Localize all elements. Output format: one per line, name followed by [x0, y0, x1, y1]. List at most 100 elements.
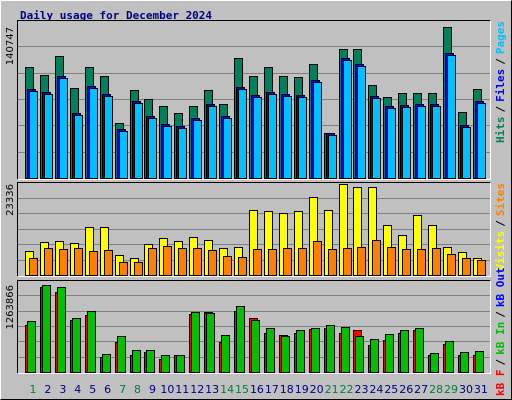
bar	[238, 89, 247, 179]
bar	[89, 251, 98, 276]
legend-separator: /	[494, 106, 507, 113]
x-tick-label: 1	[30, 383, 37, 396]
legend-entry: Hits	[494, 117, 507, 144]
x-tick-label: 30	[459, 383, 473, 396]
legend-entry: kB Out	[494, 267, 507, 307]
bar	[178, 128, 187, 179]
bar	[343, 60, 352, 179]
bar	[462, 258, 471, 276]
bar	[281, 336, 290, 373]
x-tick-label: 13	[205, 383, 219, 396]
x-tick-label: 16	[250, 383, 264, 396]
legend-entry: Files	[494, 69, 507, 102]
x-tick-label: 7	[119, 383, 126, 396]
bar	[104, 96, 113, 179]
bar	[119, 262, 128, 276]
bar	[206, 313, 215, 373]
x-tick-label: 15	[235, 383, 249, 396]
bar	[161, 355, 170, 373]
bar	[372, 240, 381, 276]
x-tick-label: 21	[325, 383, 339, 396]
x-tick-label: 19	[295, 383, 309, 396]
legend-entry: kB F	[494, 370, 507, 397]
bar	[253, 249, 262, 276]
bar	[89, 88, 98, 179]
bar	[148, 248, 157, 276]
frame	[17, 182, 491, 277]
bar	[268, 94, 277, 179]
x-tick-label: 18	[280, 383, 294, 396]
chart-title: Daily usage for December 2024	[20, 9, 212, 22]
bar	[283, 248, 292, 276]
y-tick-label: 140747	[5, 27, 16, 65]
bar	[208, 106, 217, 179]
legend-entry: Sites	[494, 183, 507, 216]
bar	[311, 328, 320, 373]
bar	[59, 78, 68, 179]
bar	[417, 249, 426, 276]
x-tick-label: 27	[414, 383, 428, 396]
bar	[475, 351, 484, 373]
y-tick-label: 1263866	[5, 285, 16, 330]
bar	[402, 249, 411, 276]
bar	[44, 94, 53, 179]
x-tick-label: 17	[265, 383, 279, 396]
bar	[357, 66, 366, 179]
legend-entry: Pages	[494, 21, 507, 54]
bar	[59, 249, 68, 276]
bar	[253, 97, 262, 179]
bar	[104, 250, 113, 276]
frame	[17, 20, 491, 180]
bar	[119, 131, 128, 179]
bar	[328, 135, 337, 179]
bar	[74, 248, 83, 276]
bar	[191, 312, 200, 373]
x-tick-label: 3	[59, 383, 66, 396]
bar	[193, 120, 202, 179]
bar	[163, 126, 172, 179]
bar	[117, 336, 126, 373]
x-tick-label: 4	[74, 383, 81, 396]
bar	[238, 257, 247, 276]
bar	[432, 106, 441, 179]
bar	[313, 82, 322, 179]
bar	[445, 341, 454, 373]
bar	[460, 352, 469, 373]
bar	[72, 318, 81, 373]
x-tick-label: 2	[44, 383, 51, 396]
legend: kB F / kB In / kB Out	[494, 267, 507, 396]
bar	[193, 248, 202, 276]
bar	[29, 258, 38, 276]
bar	[283, 96, 292, 179]
x-tick-label: 22	[340, 383, 354, 396]
bar	[296, 330, 305, 373]
bar	[400, 330, 409, 373]
bar	[432, 248, 441, 276]
bar	[328, 249, 337, 276]
bar	[221, 335, 230, 373]
bar	[477, 103, 486, 179]
bar	[134, 262, 143, 276]
bar	[387, 108, 396, 179]
bar	[402, 107, 411, 179]
bar	[387, 247, 396, 276]
bar	[266, 328, 275, 373]
bar	[462, 127, 471, 179]
legend-entry: kB In	[494, 322, 507, 355]
bar	[298, 248, 307, 276]
x-tick-label: 11	[175, 383, 189, 396]
legend-separator: /	[494, 58, 507, 65]
x-tick-label: 20	[310, 383, 324, 396]
x-tick-label: 28	[429, 383, 443, 396]
legend-separator: /	[494, 220, 507, 227]
frame	[17, 280, 491, 374]
bar	[477, 260, 486, 276]
bar	[87, 311, 96, 373]
legend-separator: /	[494, 311, 507, 318]
bar	[341, 327, 350, 373]
x-tick-label: 24	[369, 383, 383, 396]
bar	[223, 256, 232, 276]
bar	[251, 320, 260, 373]
bar	[372, 98, 381, 179]
